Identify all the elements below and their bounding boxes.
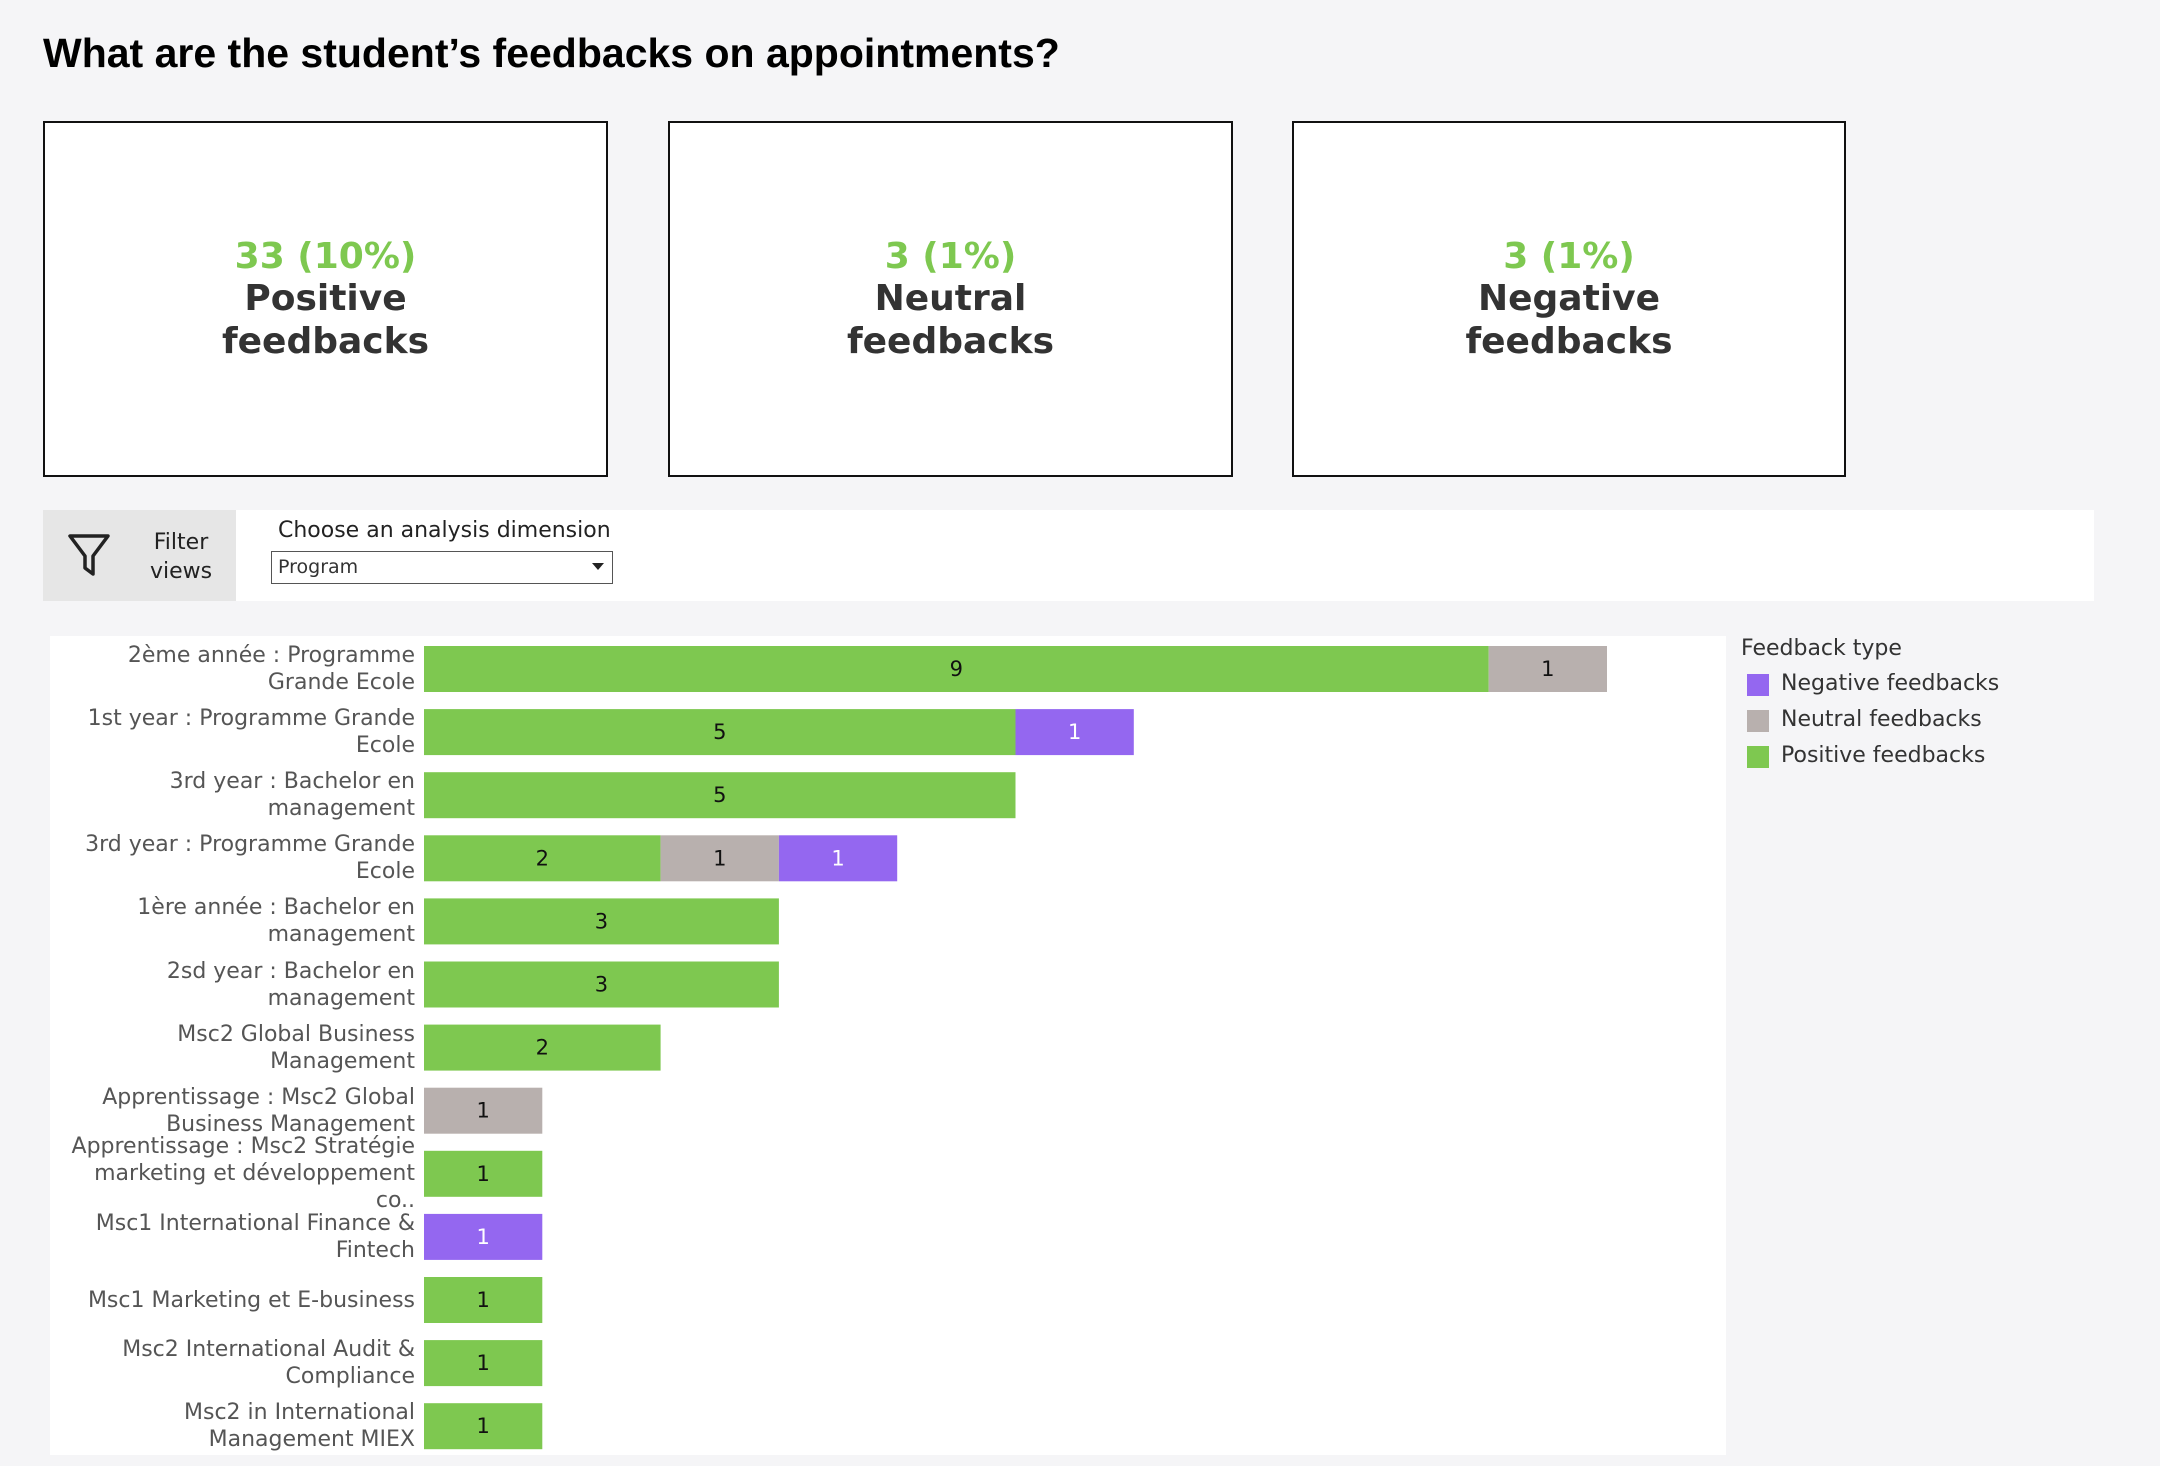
bar-segment [424, 709, 1016, 756]
category-label: 1ère année : Bachelor en management [137, 895, 415, 948]
bar-value-label: 1 [476, 1225, 489, 1249]
category-label: 1st year : Programme Grande Ecole [87, 706, 415, 759]
kpi-value: 3 (1%) [1503, 235, 1635, 277]
bar-value-label: 1 [476, 1162, 489, 1186]
bar-value-label: 1 [1541, 657, 1554, 681]
legend-item: Neutral feedbacks [1781, 707, 1982, 732]
kpi-label: Negative feedbacks [1465, 277, 1673, 362]
dropdown-value: Program [278, 556, 359, 578]
bar-segment [424, 898, 779, 945]
kpi-label: Neutral feedbacks [846, 277, 1055, 362]
category-label: Msc2 International Audit & Compliance [122, 1337, 415, 1390]
dimension-dropdown[interactable]: Program [271, 551, 613, 584]
bar-segment [424, 961, 779, 1008]
bar-value-label: 5 [713, 783, 726, 807]
page-title: What are the student’s feedbacks on appo… [43, 30, 1060, 76]
bar-segment [424, 646, 1489, 692]
category-label: Msc2 in International Management MIEX [184, 1400, 415, 1453]
bar-value-label: 1 [831, 846, 844, 870]
kpi-card: 3 (1%) Negative feedbacks [1292, 121, 1846, 477]
kpi-card: 3 (1%) Neutral feedbacks [668, 121, 1233, 477]
bar-segment [424, 1403, 543, 1450]
bar-value-label: 1 [476, 1414, 489, 1438]
kpi-value: 33 (10%) [234, 235, 417, 277]
bar-segment [1015, 709, 1134, 756]
bar-segment [424, 1087, 543, 1134]
filter-button[interactable]: Filter views [43, 510, 236, 601]
kpi-label: Positive feedbacks [221, 277, 430, 362]
bar-value-label: 3 [595, 973, 608, 997]
dropdown-arrow [592, 563, 604, 570]
filter-text: Filter views [149, 530, 213, 584]
bar-value-label: 3 [595, 909, 608, 933]
bar-segment [660, 835, 779, 882]
bar-value-label: 1 [1068, 720, 1081, 744]
category-label: 3rd year : Bachelor en management [169, 769, 415, 822]
bar-segment [424, 1024, 661, 1071]
bar-value-label: 1 [713, 846, 726, 870]
chart: 9 1 5 1 5 2 1 1 3 3 2 1 1 1 1 1 1 [424, 646, 1607, 1450]
category-label: Msc1 Marketing et E-business [87, 1287, 415, 1313]
category-label: Apprentissage : Msc2 Global Business Man… [102, 1084, 415, 1137]
bar-segment [424, 835, 661, 882]
bar-segment [424, 1340, 543, 1387]
filter-bar: Filter views Choose an analysis dimensio… [43, 510, 2094, 601]
bar-value-label: 1 [476, 1288, 489, 1312]
legend-swatch [1747, 746, 1769, 768]
bar-value-label: 1 [476, 1099, 489, 1123]
bar-value-label: 9 [950, 657, 963, 681]
bar-segment [424, 772, 1016, 819]
legend-swatch [1747, 674, 1769, 696]
bar-value-label: 2 [536, 1036, 549, 1060]
category-label: 3rd year : Programme Grande Ecole [85, 832, 415, 885]
filter-label: Choose an analysis dimension [278, 518, 611, 543]
bar-value-label: 5 [713, 720, 726, 744]
category-label: Msc2 Global Business Management [177, 1021, 415, 1074]
legend-title: Feedback type [1741, 636, 1902, 661]
legend-swatch [1747, 710, 1769, 732]
bar-value-label: 2 [536, 846, 549, 870]
kpi-card: 33 (10%) Positive feedbacks [43, 121, 608, 477]
bar-value-label: 1 [476, 1351, 489, 1375]
kpi-value: 3 (1%) [884, 235, 1017, 277]
bar-segment [424, 1213, 543, 1260]
legend-item: Positive feedbacks [1781, 743, 1986, 768]
category-label: 2ème année : Programme Grande Ecole [127, 643, 415, 695]
chart-panel: 9 1 5 1 5 2 1 1 3 3 2 1 1 1 1 1 1 2ème année : Programme… [50, 636, 1726, 1455]
bar-segment [424, 1150, 543, 1197]
filter-icon [68, 534, 110, 576]
category-label: Msc1 International Finance & Fintech [95, 1210, 415, 1263]
bar-segment [778, 835, 898, 882]
legend-item: Negative feedbacks [1781, 671, 2000, 696]
category-label: 2sd year : Bachelor en management [166, 958, 415, 1011]
category-label: Apprentissage : Msc2 Stratégie marketing… [71, 1134, 415, 1214]
bar-segment [424, 1277, 543, 1323]
bar-segment [1488, 646, 1607, 692]
